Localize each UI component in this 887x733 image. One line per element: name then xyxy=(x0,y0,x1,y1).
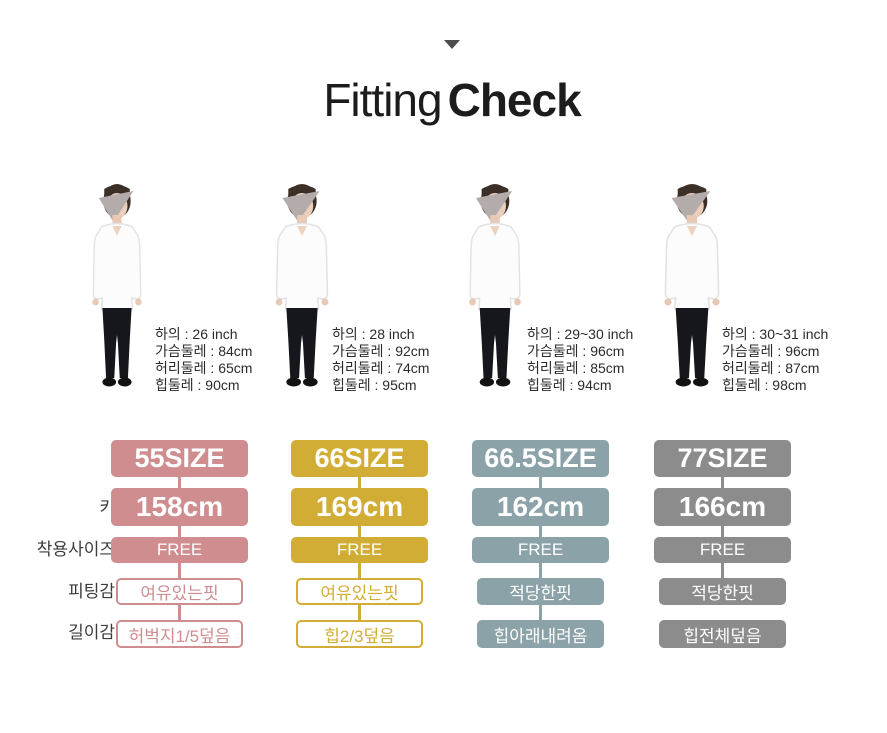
connector-line xyxy=(358,605,361,620)
connector-line xyxy=(358,477,361,488)
fit-value: 적당한핏 xyxy=(659,578,786,605)
connector-line xyxy=(178,477,181,488)
measurement-line: 하의 : 26 inch xyxy=(155,326,238,342)
connector-line xyxy=(178,526,181,537)
measurement-line: 하의 : 29~30 inch xyxy=(527,326,634,342)
model-measurements-4: 하의 : 30~31 inch 가슴둘레 : 96cm 허리둘레 : 87cm … xyxy=(722,326,828,394)
measurement-line: 힙둘레 : 98cm xyxy=(722,377,807,393)
connector-line xyxy=(721,526,724,537)
measurement-line: 허리둘레 : 85cm xyxy=(527,360,625,376)
length-value: 힙2/3덮음 xyxy=(296,620,423,648)
measurement-line: 하의 : 30~31 inch xyxy=(722,326,829,342)
connector-line xyxy=(539,477,542,488)
row-label-length: 길이감 xyxy=(68,623,115,642)
page-title: Fitting Check xyxy=(323,74,582,126)
model-photo-1 xyxy=(91,183,143,388)
row-label-height: 키 xyxy=(99,498,115,517)
connector-line xyxy=(358,526,361,537)
measurement-line: 허리둘레 : 65cm xyxy=(155,360,253,376)
size-column-66: 66SIZE 169cm FREE 여유있는핏 힙2/3덮음 xyxy=(291,440,428,650)
measurement-line: 가슴둘레 : 92cm xyxy=(332,343,430,359)
fit-value: 여유있는핏 xyxy=(296,578,423,605)
size-column-55: 55SIZE 158cm FREE 여유있는핏 허벅지1/5덮음 xyxy=(111,440,248,650)
connector-line xyxy=(539,562,542,578)
model-photo-3 xyxy=(468,183,522,388)
title-bold-part: Check xyxy=(447,74,582,126)
measurement-line: 힙둘레 : 94cm xyxy=(527,377,612,393)
wear-size-value: FREE xyxy=(111,537,248,563)
row-label-wear-size: 착용사이즈 xyxy=(36,540,115,559)
connector-line xyxy=(539,526,542,537)
measurement-line: 힙둘레 : 90cm xyxy=(155,377,240,393)
model-measurements-2: 하의 : 28 inch 가슴둘레 : 92cm 허리둘레 : 74cm 힙둘레… xyxy=(332,326,429,394)
section-divider-arrow-icon xyxy=(444,40,460,49)
size-badge: 77SIZE xyxy=(654,440,791,477)
size-badge: 55SIZE xyxy=(111,440,248,477)
measurement-line: 가슴둘레 : 96cm xyxy=(722,343,820,359)
wear-size-value: FREE xyxy=(291,537,428,563)
connector-line xyxy=(721,477,724,488)
size-badge: 66SIZE xyxy=(291,440,428,477)
length-value: 허벅지1/5덮음 xyxy=(116,620,243,648)
fit-value: 적당한핏 xyxy=(477,578,604,605)
connector-line xyxy=(539,605,542,620)
connector-line xyxy=(721,562,724,578)
measurement-line: 가슴둘레 : 96cm xyxy=(527,343,625,359)
height-value: 169cm xyxy=(291,488,428,526)
connector-line xyxy=(178,605,181,620)
height-value: 166cm xyxy=(654,488,791,526)
size-column-66-5: 66.5SIZE 162cm FREE 적당한핏 힙아래내려옴 xyxy=(472,440,609,650)
length-value: 힙전체덮음 xyxy=(659,620,786,648)
size-badge: 66.5SIZE xyxy=(472,440,609,477)
triangle-down-icon xyxy=(444,40,460,49)
measurement-line: 힙둘레 : 95cm xyxy=(332,377,417,393)
model-measurements-3: 하의 : 29~30 inch 가슴둘레 : 96cm 허리둘레 : 85cm … xyxy=(527,326,633,394)
connector-line xyxy=(358,562,361,578)
size-column-77: 77SIZE 166cm FREE 적당한핏 힙전체덮음 xyxy=(654,440,791,650)
measurement-line: 가슴둘레 : 84cm xyxy=(155,343,253,359)
wear-size-value: FREE xyxy=(654,537,791,563)
model-measurements-1: 하의 : 26 inch 가슴둘레 : 84cm 허리둘레 : 65cm 힙둘레… xyxy=(155,326,252,394)
fit-value: 여유있는핏 xyxy=(116,578,243,605)
measurement-line: 허리둘레 : 87cm xyxy=(722,360,820,376)
height-value: 162cm xyxy=(472,488,609,526)
measurement-line: 허리둘레 : 74cm xyxy=(332,360,430,376)
connector-line xyxy=(178,562,181,578)
title-light-part: Fitting xyxy=(323,74,442,126)
length-value: 힙아래내려옴 xyxy=(477,620,604,648)
height-value: 158cm xyxy=(111,488,248,526)
wear-size-value: FREE xyxy=(472,537,609,563)
measurement-line: 하의 : 28 inch xyxy=(332,326,415,342)
row-label-fit: 피팅감 xyxy=(68,582,115,601)
